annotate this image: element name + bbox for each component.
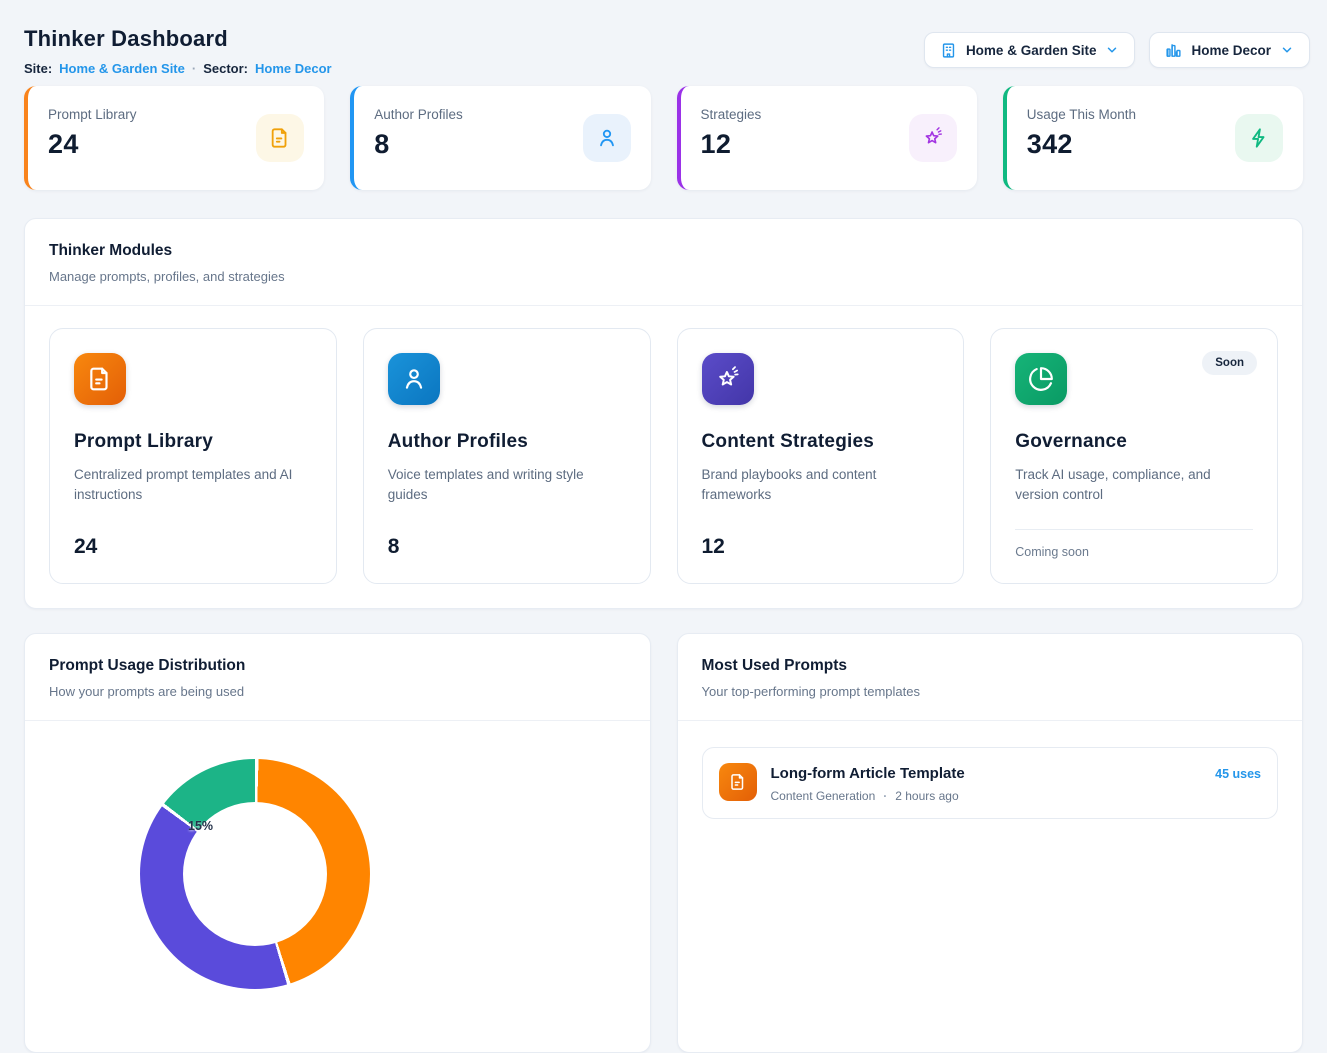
prompts-card-title: Most Used Prompts [702,657,1279,675]
prompts-card-subtitle: Your top-performing prompt templates [702,684,1279,699]
prompt-time: 2 hours ago [895,789,958,803]
soon-badge: Soon [1202,351,1257,375]
module-title: Prompt Library [74,431,312,453]
prompt-list: Long-form Article Template Content Gener… [678,721,1303,845]
dashboard-page: Thinker Dashboard Site: Home & Garden Si… [0,0,1327,826]
stat-card-usage[interactable]: Usage This Month 342 [1003,86,1303,190]
star-spark-icon [909,114,957,162]
module-title: Governance [1015,431,1253,453]
sector-link[interactable]: Home Decor [255,61,332,76]
prompt-list-item[interactable]: Long-form Article Template Content Gener… [702,747,1279,819]
person-icon [583,114,631,162]
bolt-icon [1235,114,1283,162]
prompt-usage-card: Prompt Usage Distribution How your promp… [24,633,651,1053]
document-icon [256,114,304,162]
prompt-category: Content Generation [771,789,876,803]
chevron-down-icon [1280,43,1294,57]
bar-chart-icon [1165,42,1182,59]
module-description: Track AI usage, compliance, and version … [1015,465,1253,506]
modules-grid: Prompt Library Centralized prompt templa… [25,306,1302,608]
prompt-item-text: Long-form Article Template Content Gener… [771,763,965,803]
site-dropdown-button[interactable]: Home & Garden Site [924,32,1136,68]
sector-label: Sector: [203,61,248,76]
document-icon [74,353,126,405]
usage-card-header: Prompt Usage Distribution How your promp… [25,634,650,720]
module-description: Brand playbooks and content frameworks [702,465,940,506]
separator-dot: · [192,61,196,76]
thinker-modules-panel: Thinker Modules Manage prompts, profiles… [24,218,1303,609]
usage-card-subtitle: How your prompts are being used [49,684,626,699]
prompts-card-header: Most Used Prompts Your top-performing pr… [678,634,1303,720]
module-count: 12 [702,535,940,559]
prompt-uses-count: 45 uses [1215,767,1261,781]
modules-title: Thinker Modules [49,242,1278,260]
donut-chart: 15% [25,721,650,1051]
module-description: Centralized prompt templates and AI inst… [74,465,312,506]
stat-card-strategies[interactable]: Strategies 12 [677,86,977,190]
modules-panel-header: Thinker Modules Manage prompts, profiles… [25,219,1302,305]
site-dropdown-label: Home & Garden Site [966,43,1097,58]
divider [1015,529,1253,530]
most-used-prompts-card: Most Used Prompts Your top-performing pr… [677,633,1304,1053]
module-title: Content Strategies [702,431,940,453]
sector-dropdown-button[interactable]: Home Decor [1149,32,1310,68]
pie-chart-icon [1015,353,1067,405]
modules-subtitle: Manage prompts, profiles, and strategies [49,269,1278,284]
separator-dot: · [883,789,887,803]
stat-card-prompt-library[interactable]: Prompt Library 24 [24,86,324,190]
prompt-item-meta: Content Generation · 2 hours ago [771,789,965,803]
coming-soon-text: Coming soon [1015,545,1253,559]
donut-segment-label: 15% [188,819,213,833]
person-icon [388,353,440,405]
donut-ring[interactable]: 15% [140,759,370,989]
module-description: Voice templates and writing style guides [388,465,626,506]
module-card-author-profiles[interactable]: Author Profiles Voice templates and writ… [363,328,651,584]
module-card-governance[interactable]: Soon Governance Track AI usage, complian… [990,328,1278,584]
building-icon [940,42,957,59]
sector-dropdown-label: Home Decor [1191,43,1271,58]
site-label: Site: [24,61,52,76]
module-card-prompt-library[interactable]: Prompt Library Centralized prompt templa… [49,328,337,584]
usage-card-title: Prompt Usage Distribution [49,657,626,675]
module-count: 24 [74,535,312,559]
prompt-item-title: Long-form Article Template [771,765,965,782]
header-actions: Home & Garden Site Home Decor [924,32,1310,68]
bottom-row: Prompt Usage Distribution How your promp… [24,633,1303,1053]
star-spark-icon [702,353,754,405]
module-count: 8 [388,535,626,559]
chevron-down-icon [1105,43,1119,57]
stat-card-author-profiles[interactable]: Author Profiles 8 [350,86,650,190]
site-link[interactable]: Home & Garden Site [59,61,185,76]
stats-row: Prompt Library 24 Author Profiles 8 Stra… [24,86,1303,190]
module-card-content-strategies[interactable]: Content Strategies Brand playbooks and c… [677,328,965,584]
document-icon [719,763,757,801]
module-title: Author Profiles [388,431,626,453]
